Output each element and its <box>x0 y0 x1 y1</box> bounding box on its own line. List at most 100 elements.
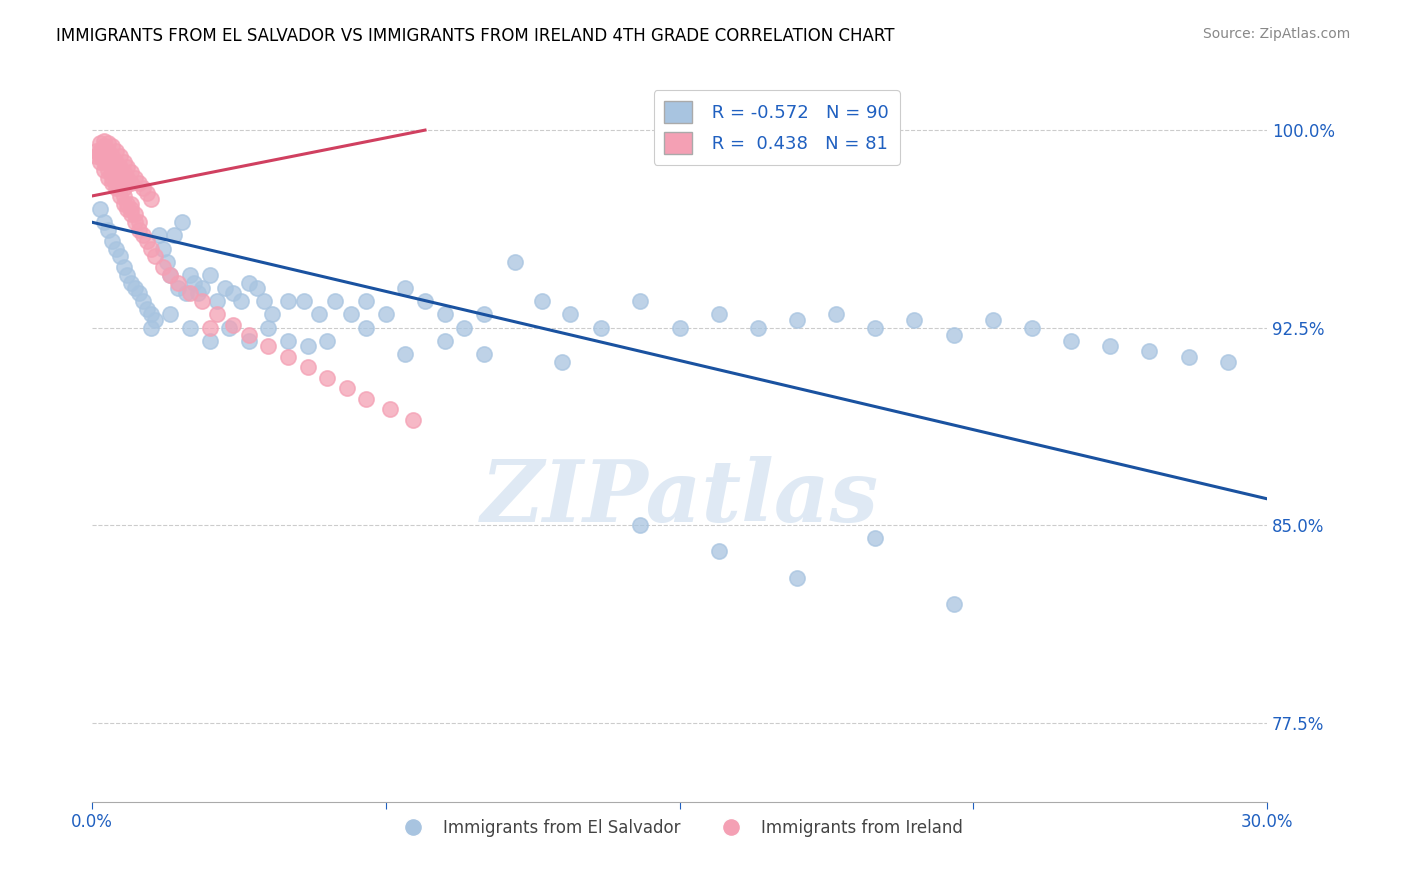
Point <box>89 136 111 151</box>
Point <box>100 154 122 169</box>
Point <box>558 307 581 321</box>
Point <box>84 144 107 158</box>
Point <box>108 181 131 195</box>
Point <box>124 281 146 295</box>
Point <box>238 276 260 290</box>
Point <box>628 518 651 533</box>
Point <box>89 149 111 163</box>
Point <box>104 144 127 158</box>
Point <box>551 355 574 369</box>
Point <box>433 307 456 321</box>
Point <box>117 160 139 174</box>
Point <box>413 294 436 309</box>
Point <box>903 312 925 326</box>
Point <box>128 286 150 301</box>
Point <box>97 149 120 163</box>
Point <box>1099 339 1122 353</box>
Point <box>378 402 401 417</box>
Point <box>148 228 170 243</box>
Point <box>503 254 526 268</box>
Point <box>865 531 887 545</box>
Point <box>167 276 190 290</box>
Point <box>120 197 142 211</box>
Point <box>825 307 848 321</box>
Point <box>174 286 197 301</box>
Point <box>152 242 174 256</box>
Point <box>136 302 159 317</box>
Point <box>117 197 139 211</box>
Point <box>139 192 162 206</box>
Point <box>136 186 159 201</box>
Point <box>297 360 319 375</box>
Point <box>155 254 177 268</box>
Point <box>179 268 201 282</box>
Point <box>163 228 186 243</box>
Point <box>786 571 808 585</box>
Point <box>104 154 127 169</box>
Point <box>104 176 127 190</box>
Point <box>316 334 339 348</box>
Point <box>308 307 330 321</box>
Point <box>108 170 131 185</box>
Text: ZIPatlas: ZIPatlas <box>481 456 879 539</box>
Point <box>112 165 135 179</box>
Point <box>89 202 111 216</box>
Point <box>981 312 1004 326</box>
Point <box>128 215 150 229</box>
Point <box>97 154 120 169</box>
Point <box>104 242 127 256</box>
Point <box>402 413 425 427</box>
Point <box>1021 320 1043 334</box>
Point <box>198 334 221 348</box>
Point <box>207 294 229 309</box>
Point <box>108 176 131 190</box>
Point <box>97 144 120 158</box>
Point <box>139 242 162 256</box>
Point <box>214 281 236 295</box>
Legend: Immigrants from El Salvador, Immigrants from Ireland: Immigrants from El Salvador, Immigrants … <box>389 813 969 844</box>
Point <box>120 202 142 216</box>
Point <box>356 294 378 309</box>
Point <box>136 234 159 248</box>
Point <box>292 294 315 309</box>
Point <box>257 320 280 334</box>
Point <box>124 207 146 221</box>
Point <box>453 320 475 334</box>
Point <box>108 189 131 203</box>
Point <box>591 320 613 334</box>
Point <box>262 307 284 321</box>
Point <box>120 176 142 190</box>
Point <box>472 307 495 321</box>
Point <box>191 281 214 295</box>
Point <box>707 544 730 558</box>
Point <box>747 320 769 334</box>
Point <box>277 294 299 309</box>
Point <box>238 334 260 348</box>
Point <box>707 307 730 321</box>
Point <box>339 307 361 321</box>
Text: IMMIGRANTS FROM EL SALVADOR VS IMMIGRANTS FROM IRELAND 4TH GRADE CORRELATION CHA: IMMIGRANTS FROM EL SALVADOR VS IMMIGRANT… <box>56 27 894 45</box>
Point <box>93 162 115 177</box>
Point <box>139 320 162 334</box>
Point <box>628 294 651 309</box>
Point <box>336 381 359 395</box>
Point <box>108 160 131 174</box>
Point <box>93 149 115 163</box>
Point <box>93 215 115 229</box>
Point <box>120 165 142 179</box>
Point <box>1060 334 1083 348</box>
Point <box>472 347 495 361</box>
Point <box>152 260 174 274</box>
Point <box>159 307 181 321</box>
Point <box>1139 344 1161 359</box>
Point <box>323 294 346 309</box>
Point <box>84 149 107 163</box>
Point <box>139 307 162 321</box>
Point <box>433 334 456 348</box>
Point <box>394 281 416 295</box>
Point <box>89 144 111 158</box>
Point <box>191 294 214 309</box>
Point <box>128 176 150 190</box>
Point <box>218 320 240 334</box>
Point <box>198 268 221 282</box>
